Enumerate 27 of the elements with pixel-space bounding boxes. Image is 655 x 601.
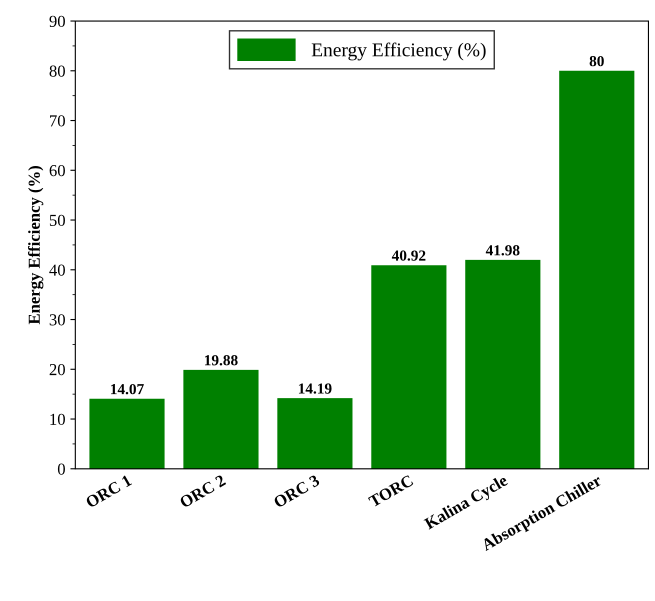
y-tick-label: 80	[50, 65, 65, 77]
x-tick-label: ORC 1	[85, 474, 132, 508]
data-label: 14.19	[298, 383, 332, 394]
y-tick-label: 70	[50, 115, 65, 126]
bar	[277, 398, 352, 469]
bar	[183, 370, 259, 469]
bar	[465, 260, 540, 469]
y-tick-label: 50	[50, 214, 65, 226]
legend-label: Energy Efficiency (%)	[312, 42, 486, 60]
y-tick-label: 60	[50, 164, 65, 176]
data-label: 19.88	[204, 355, 238, 366]
data-label: 40.92	[392, 250, 426, 261]
bar	[371, 265, 446, 469]
y-tick-label: 10	[50, 414, 65, 425]
data-label: 41.98	[486, 245, 520, 256]
y-axis-title: Energy Efficiency (%)	[28, 166, 44, 324]
bar	[559, 70, 634, 469]
y-tick-label: 40	[49, 264, 65, 276]
x-tick-label: ORC 2	[179, 474, 226, 508]
data-label: 80	[590, 56, 604, 66]
y-tick-label: 90	[49, 16, 65, 27]
y-tick-label: 30	[50, 314, 65, 326]
data-label: 14.07	[111, 384, 144, 394]
x-tick-label: ORC 3	[272, 474, 320, 508]
bar	[89, 398, 165, 469]
y-tick-label: 0	[58, 463, 65, 475]
y-tick-label: 20	[50, 364, 65, 376]
